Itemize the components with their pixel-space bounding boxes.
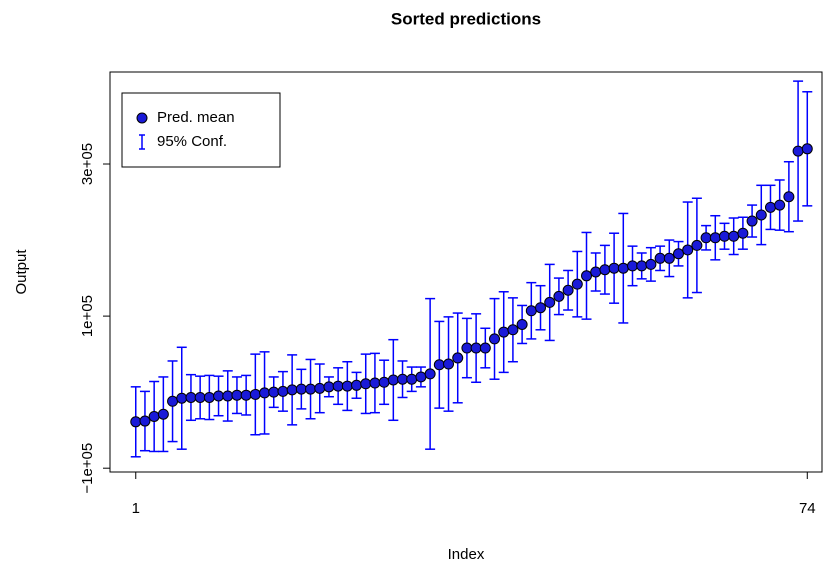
y-tick-label: −1e+05 — [79, 443, 96, 494]
point — [378, 376, 390, 388]
point — [277, 385, 289, 397]
point — [663, 252, 675, 264]
point — [479, 342, 491, 354]
point — [709, 232, 721, 244]
point — [314, 382, 326, 394]
point — [764, 201, 776, 213]
point — [213, 390, 225, 402]
point — [507, 324, 519, 336]
point — [203, 391, 215, 403]
point — [718, 230, 730, 242]
point — [443, 358, 455, 370]
point — [645, 258, 657, 270]
point — [599, 264, 611, 276]
point — [167, 395, 179, 407]
point — [581, 270, 593, 282]
point — [461, 342, 473, 354]
point — [617, 262, 629, 274]
point — [351, 379, 363, 391]
point — [470, 342, 482, 354]
point — [755, 209, 767, 221]
point — [700, 232, 712, 244]
legend-label: Pred. mean — [157, 109, 235, 126]
point — [295, 383, 307, 395]
point — [636, 260, 648, 272]
y-tick-label: 3e+05 — [79, 143, 96, 185]
point — [544, 296, 556, 308]
point — [627, 260, 639, 272]
point — [774, 199, 786, 211]
legend-errorbar — [139, 134, 145, 150]
legend-marker — [136, 112, 148, 124]
point — [194, 391, 206, 403]
point — [130, 416, 142, 428]
point — [737, 227, 749, 239]
point — [305, 383, 317, 395]
point — [222, 390, 234, 402]
point — [406, 373, 418, 385]
point — [176, 392, 188, 404]
point — [452, 352, 464, 364]
point — [728, 230, 740, 242]
point — [571, 278, 583, 290]
point — [259, 387, 271, 399]
point — [268, 386, 280, 398]
point — [424, 368, 436, 380]
point — [608, 262, 620, 274]
point — [433, 359, 445, 371]
y-axis-label: Output — [13, 249, 30, 295]
point — [415, 371, 427, 383]
point — [157, 408, 169, 420]
point — [341, 380, 353, 392]
point — [691, 239, 703, 251]
point — [535, 302, 547, 314]
point — [682, 244, 694, 256]
point — [783, 191, 795, 203]
chart-title: Sorted predictions — [391, 9, 541, 28]
point — [397, 373, 409, 385]
point — [654, 252, 666, 264]
point — [498, 326, 510, 338]
x-axis-label: Index — [448, 546, 485, 563]
point — [590, 266, 602, 278]
point — [516, 318, 528, 330]
point — [746, 215, 758, 227]
point — [792, 145, 804, 157]
point — [231, 389, 243, 401]
point — [387, 374, 399, 386]
point — [323, 381, 335, 393]
point — [148, 410, 160, 422]
point — [360, 378, 372, 390]
point — [332, 380, 344, 392]
x-tick-label: 1 — [132, 500, 140, 517]
point — [562, 284, 574, 296]
x-tick-label: 74 — [799, 500, 816, 517]
point — [369, 377, 381, 389]
point — [286, 384, 298, 396]
point — [240, 389, 252, 401]
legend-label: 95% Conf. — [157, 133, 227, 150]
point — [672, 248, 684, 260]
plot-frame — [109, 71, 823, 473]
legend-box — [121, 92, 281, 168]
point — [489, 333, 501, 345]
point — [525, 305, 537, 317]
point — [139, 415, 151, 427]
point — [801, 143, 813, 155]
point — [185, 391, 197, 403]
point — [553, 290, 565, 302]
y-tick-label: 1e+05 — [79, 295, 96, 337]
point — [249, 388, 261, 400]
